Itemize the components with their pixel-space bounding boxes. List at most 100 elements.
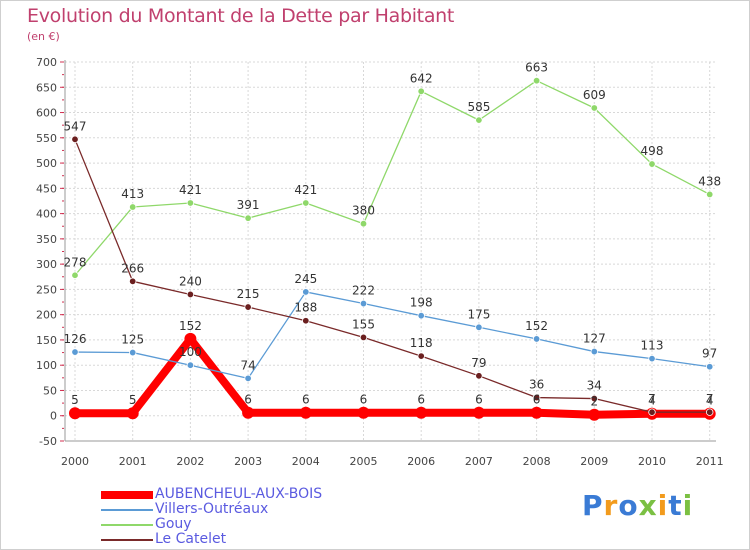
data-point xyxy=(532,76,541,85)
data-point xyxy=(69,407,81,420)
proxiti-logo: Proxiti xyxy=(582,489,693,522)
data-label: 6 xyxy=(417,393,425,407)
data-label: 421 xyxy=(179,183,202,197)
data-point xyxy=(244,303,252,311)
x-tick-label: 2001 xyxy=(119,455,147,468)
legend-label: AUBENCHEUL-AUX-BOIS xyxy=(155,486,323,502)
data-label: 7 xyxy=(706,392,714,406)
y-tick-label: 500 xyxy=(36,157,57,170)
x-tick-label: 2006 xyxy=(407,455,435,468)
data-point xyxy=(244,374,252,383)
data-label: 34 xyxy=(587,379,602,393)
y-tick-label: 100 xyxy=(36,359,57,372)
data-point xyxy=(71,348,79,356)
data-point xyxy=(648,160,656,168)
logo-letter: P xyxy=(582,489,604,522)
data-label: 175 xyxy=(467,307,490,321)
data-point xyxy=(302,199,310,207)
legend-item: Villers-Outréaux xyxy=(101,502,421,517)
data-point xyxy=(299,406,312,419)
data-point xyxy=(706,363,714,371)
data-point xyxy=(475,116,483,124)
data-label: 198 xyxy=(410,296,433,310)
data-point xyxy=(302,288,310,296)
data-point xyxy=(415,406,428,419)
y-tick-label: -50 xyxy=(39,435,57,448)
data-label: 413 xyxy=(121,187,144,201)
legend: AUBENCHEUL-AUX-BOIS Villers-Outréaux Gouy L… xyxy=(101,487,421,547)
data-label: 547 xyxy=(64,119,87,133)
logo-letter: i xyxy=(682,489,694,522)
legend-swatch xyxy=(101,490,153,499)
x-tick-label: 2007 xyxy=(465,455,493,468)
legend-item: Le Catelet xyxy=(101,532,421,547)
unit-label: (en €) xyxy=(27,30,60,43)
data-label: 6 xyxy=(360,393,368,407)
y-tick-label: 450 xyxy=(36,182,57,195)
data-label: 498 xyxy=(641,144,664,158)
data-point xyxy=(590,394,598,403)
data-point xyxy=(71,135,79,144)
data-label: 245 xyxy=(294,272,317,286)
x-tick-label: 2002 xyxy=(176,455,204,468)
data-label: 266 xyxy=(121,261,144,275)
data-label: 126 xyxy=(64,332,87,346)
legend-item: Gouy xyxy=(101,517,421,532)
data-point xyxy=(588,408,601,421)
x-tick-label: 2009 xyxy=(580,455,608,468)
data-label: 188 xyxy=(294,301,317,315)
data-point xyxy=(184,332,197,345)
series-line-3 xyxy=(74,138,711,413)
data-point xyxy=(186,361,195,369)
data-label: 6 xyxy=(475,393,483,407)
series-line-0 xyxy=(71,334,714,419)
data-label: 6 xyxy=(533,393,541,407)
y-tick-label: 0 xyxy=(50,410,57,423)
logo-letter: o xyxy=(618,489,639,522)
legend-label: Villers-Outréaux xyxy=(155,501,269,517)
logo-letter: i xyxy=(657,489,669,522)
y-tick-label: 250 xyxy=(36,283,57,296)
data-point xyxy=(417,87,425,96)
legend-label: Gouy xyxy=(155,516,192,532)
data-label: 36 xyxy=(529,378,544,392)
series-line-1 xyxy=(74,291,711,379)
data-point xyxy=(128,203,137,211)
data-point xyxy=(472,406,485,419)
x-tick-label: 2004 xyxy=(292,455,320,468)
data-label: 240 xyxy=(179,274,202,288)
data-label: 74 xyxy=(240,358,255,372)
data-label: 152 xyxy=(525,319,548,333)
data-point xyxy=(530,406,543,419)
x-tick-label: 2010 xyxy=(638,455,666,468)
data-label: 222 xyxy=(352,284,375,298)
data-point xyxy=(357,406,370,419)
data-label: 585 xyxy=(467,100,490,114)
data-label: 5 xyxy=(129,393,137,407)
data-point xyxy=(126,407,139,420)
data-label: 609 xyxy=(583,88,606,102)
data-label: 391 xyxy=(237,198,260,212)
y-tick-label: 600 xyxy=(36,107,57,120)
data-label: 642 xyxy=(410,71,433,85)
data-label: 4 xyxy=(648,394,656,408)
data-point xyxy=(244,214,252,222)
logo-letter: t xyxy=(668,489,683,522)
data-point xyxy=(532,393,541,402)
data-label: 79 xyxy=(471,356,486,370)
legend-swatch xyxy=(101,538,153,541)
data-point xyxy=(359,333,368,342)
y-tick-label: 350 xyxy=(36,233,57,246)
data-label: 155 xyxy=(352,317,375,331)
data-point xyxy=(648,408,656,416)
data-point xyxy=(242,406,255,419)
y-tick-label: 300 xyxy=(36,258,57,271)
data-point xyxy=(186,290,195,299)
data-point xyxy=(648,354,656,363)
data-point xyxy=(302,317,310,325)
data-label: 97 xyxy=(702,347,717,361)
data-point xyxy=(128,277,137,286)
x-tick-label: 2003 xyxy=(234,455,262,468)
x-tick-label: 2008 xyxy=(523,455,551,468)
